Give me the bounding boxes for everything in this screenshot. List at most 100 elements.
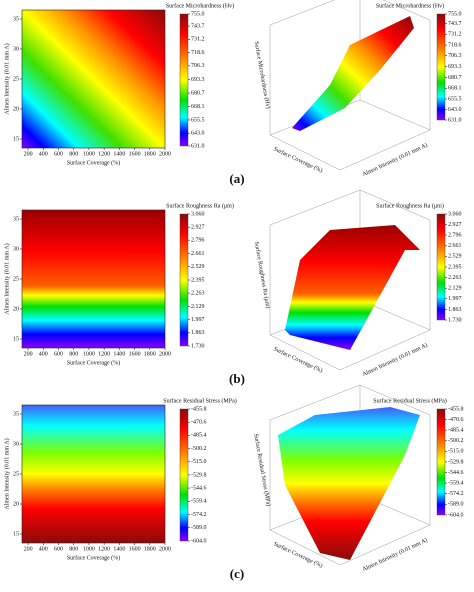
colorbar	[436, 13, 446, 121]
x-tick-label: 1800	[144, 546, 156, 552]
colorbar-label: 1.997	[191, 317, 205, 323]
colorbar-label: 2.661	[191, 251, 205, 257]
y-tick-label: 35	[13, 216, 19, 222]
y-tick-label: 15	[13, 336, 19, 342]
colorbar-label: 1.863	[448, 307, 462, 313]
contour-field	[22, 10, 165, 148]
colorbar-label: 1.730	[448, 317, 462, 323]
colorbar-label: -515.0	[448, 449, 464, 455]
colorbar	[436, 213, 446, 321]
y-tick-label: 35	[13, 411, 19, 417]
box-back	[269, 384, 431, 421]
colorbar-label: 643.0	[448, 107, 462, 113]
y-axis-title-3d: Almen Intensity (0.01 mm A)	[361, 142, 428, 178]
colorbar-label: -574.2	[448, 491, 464, 497]
colorbar-label: 755.0	[191, 11, 205, 17]
x-tick-label: 1200	[98, 546, 110, 552]
colorbar-label: -455.8	[448, 406, 464, 412]
colorbar	[179, 408, 189, 542]
y-tick-label: 15	[13, 531, 19, 537]
y-tick-label: 25	[13, 471, 19, 477]
colorbar-label: -529.8	[448, 459, 464, 465]
colorbar-label: 693.3	[191, 77, 205, 83]
y-axis-title: Almen Intensity (0.01 mm A)	[3, 438, 10, 509]
colorbar-label: -500.2	[191, 446, 207, 452]
colorbar-label: -604.0	[448, 512, 464, 518]
y-axis-title: Almen Intensity (0.01 mm A)	[3, 243, 10, 314]
box-back	[269, 189, 431, 226]
colorbar-label: 680.7	[448, 75, 462, 81]
colorbar-label: -485.4	[448, 428, 464, 434]
colorbar-label: 2.129	[448, 286, 462, 292]
box-back	[269, 0, 431, 26]
x-tick-label: 800	[69, 351, 78, 357]
x-tick-label: 1000	[83, 546, 95, 552]
colorbar-label: -589.0	[448, 502, 464, 508]
colorbar-label: 3.060	[448, 211, 462, 217]
colorbar-label: -574.2	[191, 512, 207, 518]
chart-title: Surface Residual Stress (MPa)	[163, 397, 237, 404]
x-axis-title: Surface Coverage (%)	[67, 359, 120, 366]
x-tick-label: 600	[54, 351, 63, 357]
colorbar-label: 2.661	[448, 243, 462, 249]
x-axis-title-3d: Surface Coverage (%)	[272, 145, 323, 174]
chart-title-3d: Surface Microhardness (Hv)	[376, 2, 444, 9]
x-tick-label: 1600	[129, 546, 141, 552]
x-tick-label: 600	[54, 546, 63, 552]
colorbar-label: -544.6	[448, 470, 464, 476]
z-axis-title-3d: Surface Roughness Ra (μm)	[253, 241, 272, 309]
y-tick-label: 25	[13, 276, 19, 282]
x-tick-label: 2000	[159, 351, 171, 357]
colorbar-label: 2.263	[448, 275, 462, 281]
x-tick-label: 400	[39, 151, 48, 157]
colorbar	[179, 13, 189, 147]
surface	[278, 407, 420, 560]
y-tick-label: 30	[13, 441, 19, 447]
colorbar-label: 2.927	[448, 222, 462, 228]
colorbar-label: 643.0	[191, 131, 205, 137]
colorbar-label: 3.060	[191, 211, 205, 217]
chart-title-3d: Surface Residual Stress (MPa)	[373, 397, 447, 404]
contour-field	[22, 405, 165, 543]
x-tick-label: 2000	[159, 151, 171, 157]
colorbar-label: 680.7	[191, 90, 205, 96]
colorbar-label: 743.7	[191, 23, 205, 29]
x-tick-label: 1400	[113, 546, 125, 552]
y-axis-title-3d: Almen Intensity (0.01 mm A)	[361, 342, 428, 378]
y-tick-label: 30	[13, 46, 19, 52]
surface	[292, 16, 414, 131]
y-tick-label: 20	[13, 106, 19, 112]
surface	[285, 225, 420, 350]
colorbar-label: 1.997	[448, 296, 462, 302]
colorbar-label: -470.6	[448, 417, 464, 423]
colorbar-label: -500.2	[448, 438, 464, 444]
x-tick-label: 1800	[144, 351, 156, 357]
colorbar-label: 2.129	[191, 304, 205, 310]
x-tick-label: 200	[24, 351, 33, 357]
y-tick-label: 25	[13, 76, 19, 82]
colorbar-label: -559.4	[191, 499, 207, 505]
colorbar-label: -559.4	[448, 480, 464, 486]
x-tick-label: 2000	[159, 546, 171, 552]
x-tick-label: 1200	[98, 151, 110, 157]
colorbar-label: 755.0	[448, 11, 462, 17]
y-tick-label: 30	[13, 246, 19, 252]
colorbar-label: -604.0	[191, 538, 207, 544]
colorbar-label: 1.863	[191, 330, 205, 336]
y-axis-title-3d: Almen Intensity (0.01 mm A)	[361, 537, 428, 573]
colorbar-label: 668.1	[448, 86, 462, 92]
colorbar-label: 718.6	[191, 50, 205, 56]
x-axis-title: Surface Coverage (%)	[67, 159, 120, 166]
x-tick-label: 200	[24, 546, 33, 552]
y-tick-label: 15	[13, 136, 19, 142]
colorbar-label: -544.6	[191, 485, 207, 491]
colorbar-label: 731.2	[191, 37, 205, 43]
colorbar-label: 2.395	[448, 264, 462, 270]
y-tick-label: 20	[13, 501, 19, 507]
panel-label: (c)	[230, 566, 244, 581]
panel-label: (a)	[229, 171, 244, 186]
z-axis-title-3d: Surface Microhardness (Hv)	[253, 41, 272, 109]
x-tick-label: 600	[54, 151, 63, 157]
y-tick-label: 20	[13, 306, 19, 312]
